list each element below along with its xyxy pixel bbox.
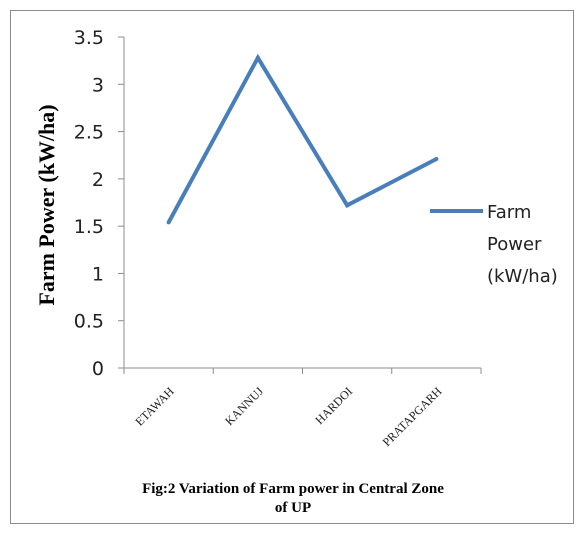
x-category-label-etawah: ETAWAH xyxy=(132,384,177,429)
caption-line-1: Fig:2 Variation of Farm power in Central… xyxy=(142,481,444,497)
y-tick-label: 3.5 xyxy=(74,27,104,49)
data-point-pratapgarh xyxy=(434,156,439,161)
data-point-kannuj xyxy=(255,55,260,60)
legend-label-line-2: Power xyxy=(487,234,542,255)
legend-label-line-3: (kW/ha) xyxy=(487,266,558,287)
x-axis-category-labels: ETAWAH KANNUJ HARDOI PRATAPGARH xyxy=(132,384,444,449)
legend-label-line-1: Farm xyxy=(487,202,531,223)
data-point-etawah xyxy=(166,220,171,225)
x-category-label-hardoi: HARDOI xyxy=(312,384,355,427)
series-line-farm-power xyxy=(166,53,438,224)
y-tick-label: 0 xyxy=(92,358,104,380)
caption-line-2: of UP xyxy=(275,500,311,516)
data-points xyxy=(166,55,439,225)
chart-frame xyxy=(10,10,574,524)
y-axis-title: Farm Power (kW/ha) xyxy=(34,104,59,305)
x-category-label-kannuj: KANNUJ xyxy=(222,384,266,428)
x-category-label-pratapgarh: PRATAPGARH xyxy=(380,384,445,449)
y-tick-label: 3 xyxy=(92,74,104,96)
data-point-hardoi xyxy=(345,203,350,208)
figure-caption: Fig:2 Variation of Farm power in Central… xyxy=(142,481,444,516)
y-tick-label: 0.5 xyxy=(74,311,104,333)
y-tick-label: 2 xyxy=(92,169,104,191)
y-tick-label: 2.5 xyxy=(74,122,104,144)
x-axis-tick-marks xyxy=(123,368,482,374)
y-tick-label: 1 xyxy=(92,263,104,285)
y-tick-label: 1.5 xyxy=(74,216,104,238)
y-axis-ticks: 0 0.5 1 1.5 2 2.5 3 3.5 xyxy=(74,27,124,380)
legend: Farm Power (kW/ha) xyxy=(430,202,558,287)
